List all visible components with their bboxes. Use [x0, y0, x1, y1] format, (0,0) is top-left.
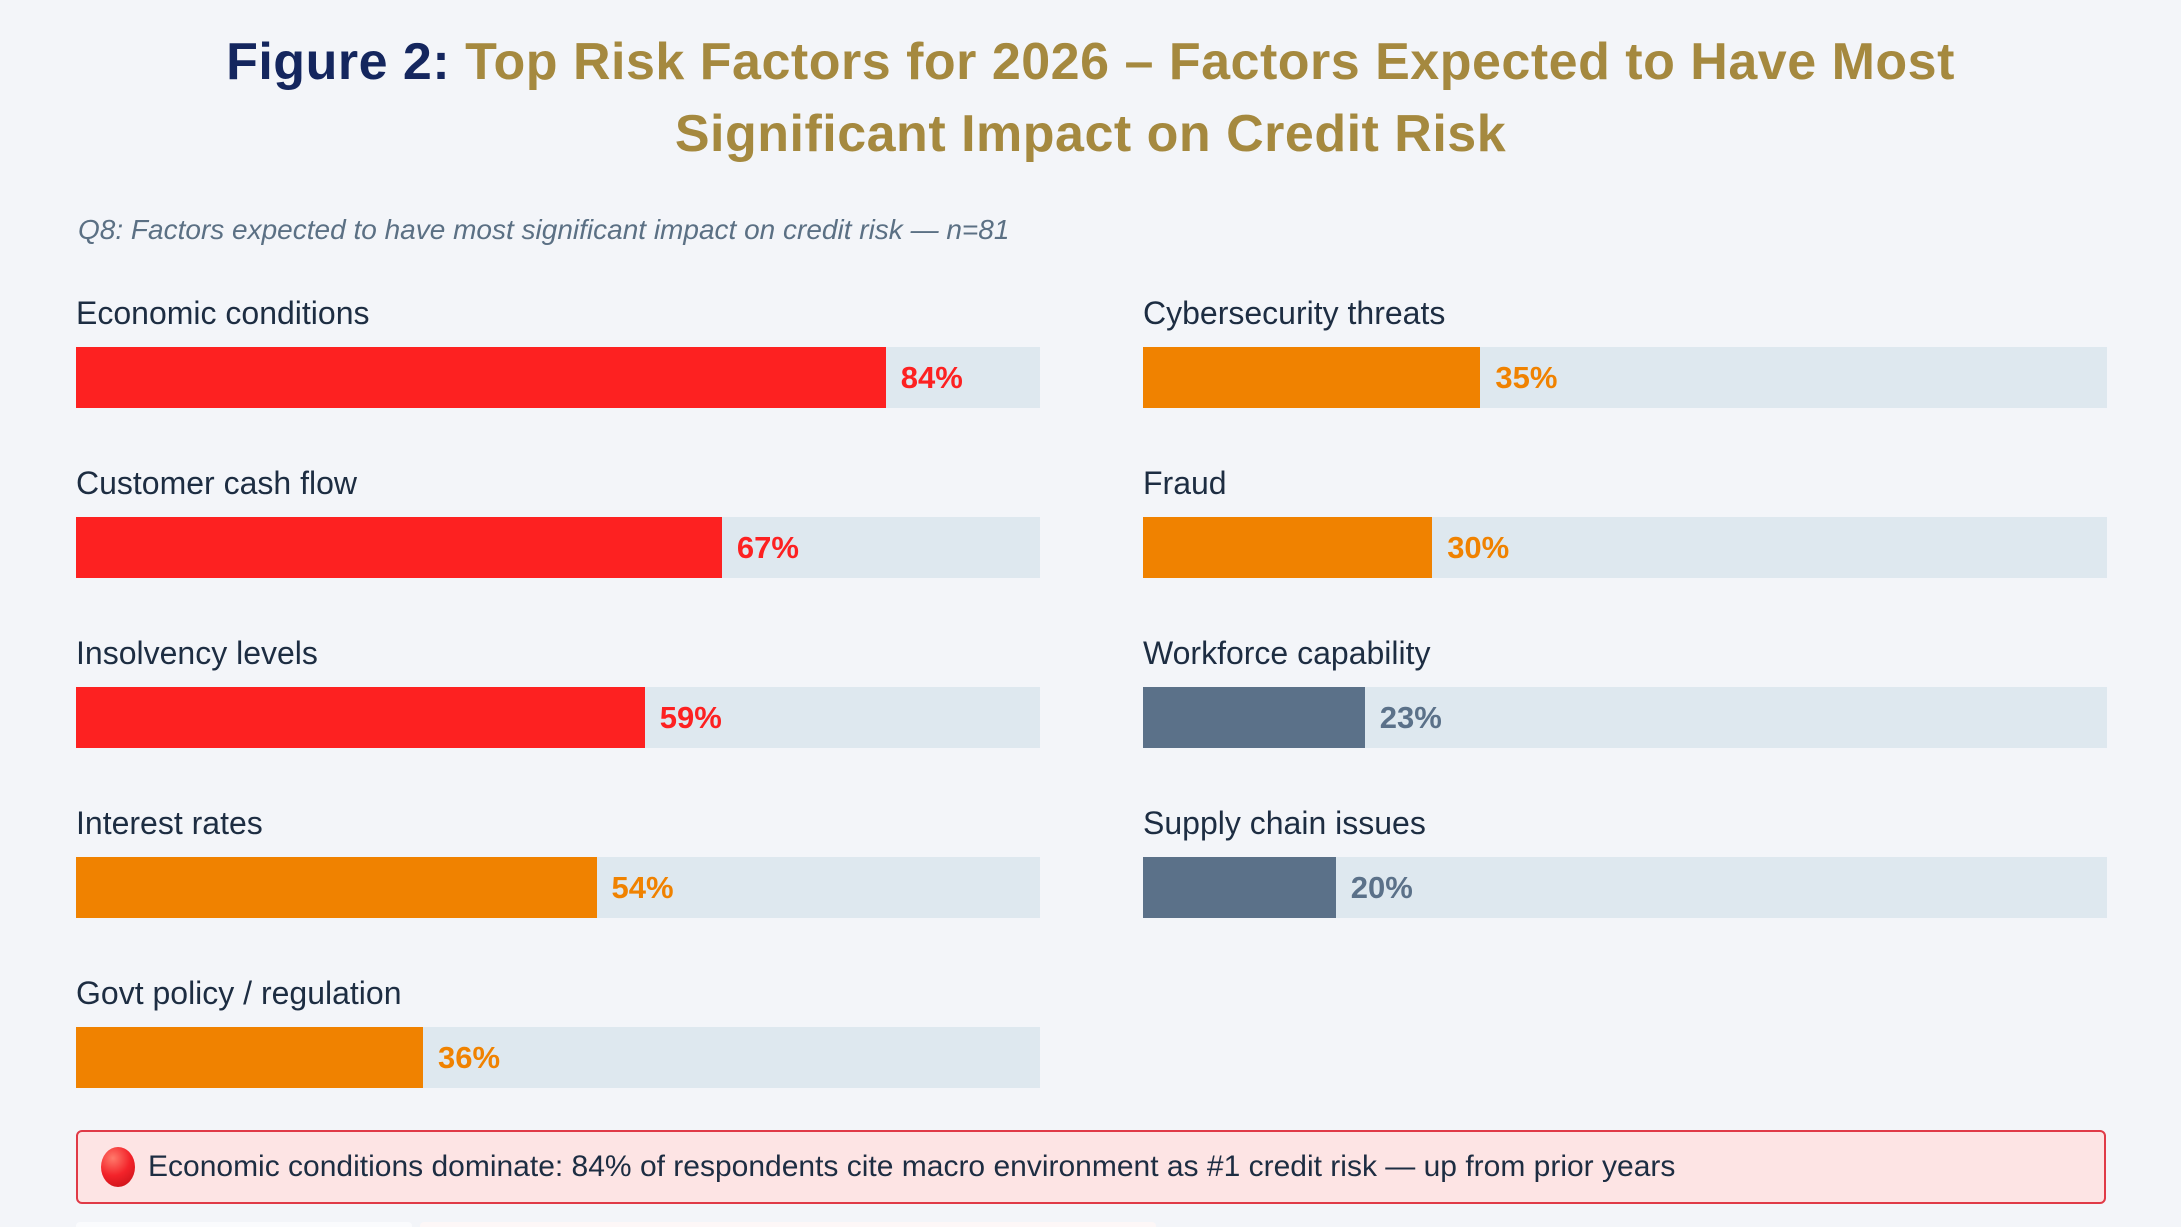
bar-fill	[76, 517, 722, 578]
bar-row: Fraud 30%	[1143, 462, 2107, 632]
bar-track: 35%	[1143, 347, 2107, 408]
question-subtitle: Q8: Factors expected to have most signif…	[78, 214, 1010, 245]
bar-value-label: 30%	[1447, 529, 1510, 565]
bar-fill	[1143, 687, 1365, 748]
bar-label: Interest rates	[76, 805, 263, 841]
bar-label: Cybersecurity threats	[1143, 295, 1446, 331]
bar-track: 84%	[76, 347, 1040, 408]
figure-title-line2: Significant Impact on Credit Risk	[674, 105, 1507, 163]
bar-row: Economic conditions 84%	[76, 292, 1040, 462]
insight-banner-text: Economic conditions dominate: 84% of res…	[148, 1150, 1676, 1183]
bar-row: Workforce capability 23%	[1143, 632, 2107, 802]
bar-track: 54%	[76, 857, 1040, 918]
bar-track: 20%	[1143, 857, 2107, 918]
figure-number-label: Figure 2:	[226, 33, 451, 91]
bar-value-label: 23%	[1379, 699, 1442, 735]
bar-fill	[1143, 517, 1433, 578]
bar-row: Interest rates 54%	[76, 802, 1040, 972]
bar-value-label: 35%	[1495, 359, 1558, 395]
cutoff-card-edge	[420, 1222, 1156, 1227]
red-circle-icon	[101, 1147, 135, 1187]
bar-fill	[76, 857, 597, 918]
bar-label: Supply chain issues	[1143, 805, 1426, 841]
bar-fill	[1143, 857, 1336, 918]
bar-track: 30%	[1143, 517, 2107, 578]
bar-fill	[76, 687, 645, 748]
bar-label: Customer cash flow	[76, 465, 357, 501]
bar-label: Insolvency levels	[76, 635, 318, 671]
chart-column-left: Economic conditions 84% Customer cash flow…	[76, 292, 1040, 1142]
bar-value-label: 20%	[1350, 869, 1413, 905]
bar-fill	[76, 1027, 424, 1088]
bar-fill	[1143, 347, 1481, 408]
bar-track: 67%	[76, 517, 1040, 578]
figure-title-text: Top Risk Factors for 2026 – Factors Expe…	[465, 33, 1955, 91]
bar-row: Supply chain issues 20%	[1143, 802, 2107, 972]
bar-label: Economic conditions	[76, 295, 370, 331]
bar-value-label: 67%	[736, 529, 799, 565]
bar-track: 59%	[76, 687, 1040, 748]
bar-label: Fraud	[1143, 465, 1227, 501]
bar-label: Govt policy / regulation	[76, 975, 402, 1011]
bar-label: Workforce capability	[1143, 635, 1431, 671]
bar-row: Govt policy / regulation 36%	[76, 972, 1040, 1142]
bar-value-label: 36%	[438, 1039, 501, 1075]
bar-value-label: 59%	[659, 699, 722, 735]
figure-title: Figure 2: Top Risk Factors for 2026 – Fa…	[0, 0, 2181, 170]
cutoff-card-edge	[76, 1222, 412, 1227]
bar-row: Cybersecurity threats 35%	[1143, 292, 2107, 462]
bar-chart: Economic conditions 84% Customer cash flow…	[0, 246, 2181, 1142]
bar-row: Insolvency levels 59%	[76, 632, 1040, 802]
bar-value-label: 54%	[611, 869, 674, 905]
chart-column-right: Cybersecurity threats 35% Fraud 30% Workforc…	[1143, 292, 2107, 1142]
bar-row: Customer cash flow 67%	[76, 462, 1040, 632]
insight-banner: Economic conditions dominate: 84% of res…	[76, 1130, 2106, 1204]
bar-track: 23%	[1143, 687, 2107, 748]
bar-value-label: 84%	[900, 359, 963, 395]
bar-track: 36%	[76, 1027, 1040, 1088]
bar-fill	[76, 347, 886, 408]
figure-title-line1: Figure 2: Top Risk Factors for 2026 – Fa…	[0, 26, 2181, 98]
